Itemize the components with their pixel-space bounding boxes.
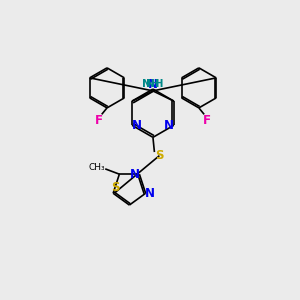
Text: CH₃: CH₃	[89, 163, 105, 172]
Text: N: N	[148, 77, 158, 91]
Text: F: F	[203, 114, 211, 127]
Text: S: S	[155, 149, 164, 162]
Text: N: N	[145, 187, 155, 200]
Text: N: N	[132, 119, 142, 132]
Text: N: N	[130, 168, 140, 181]
Text: F: F	[95, 114, 103, 127]
Text: NH: NH	[146, 79, 164, 89]
Text: NH: NH	[142, 79, 160, 89]
Text: N: N	[164, 119, 174, 132]
Text: S: S	[111, 181, 119, 194]
